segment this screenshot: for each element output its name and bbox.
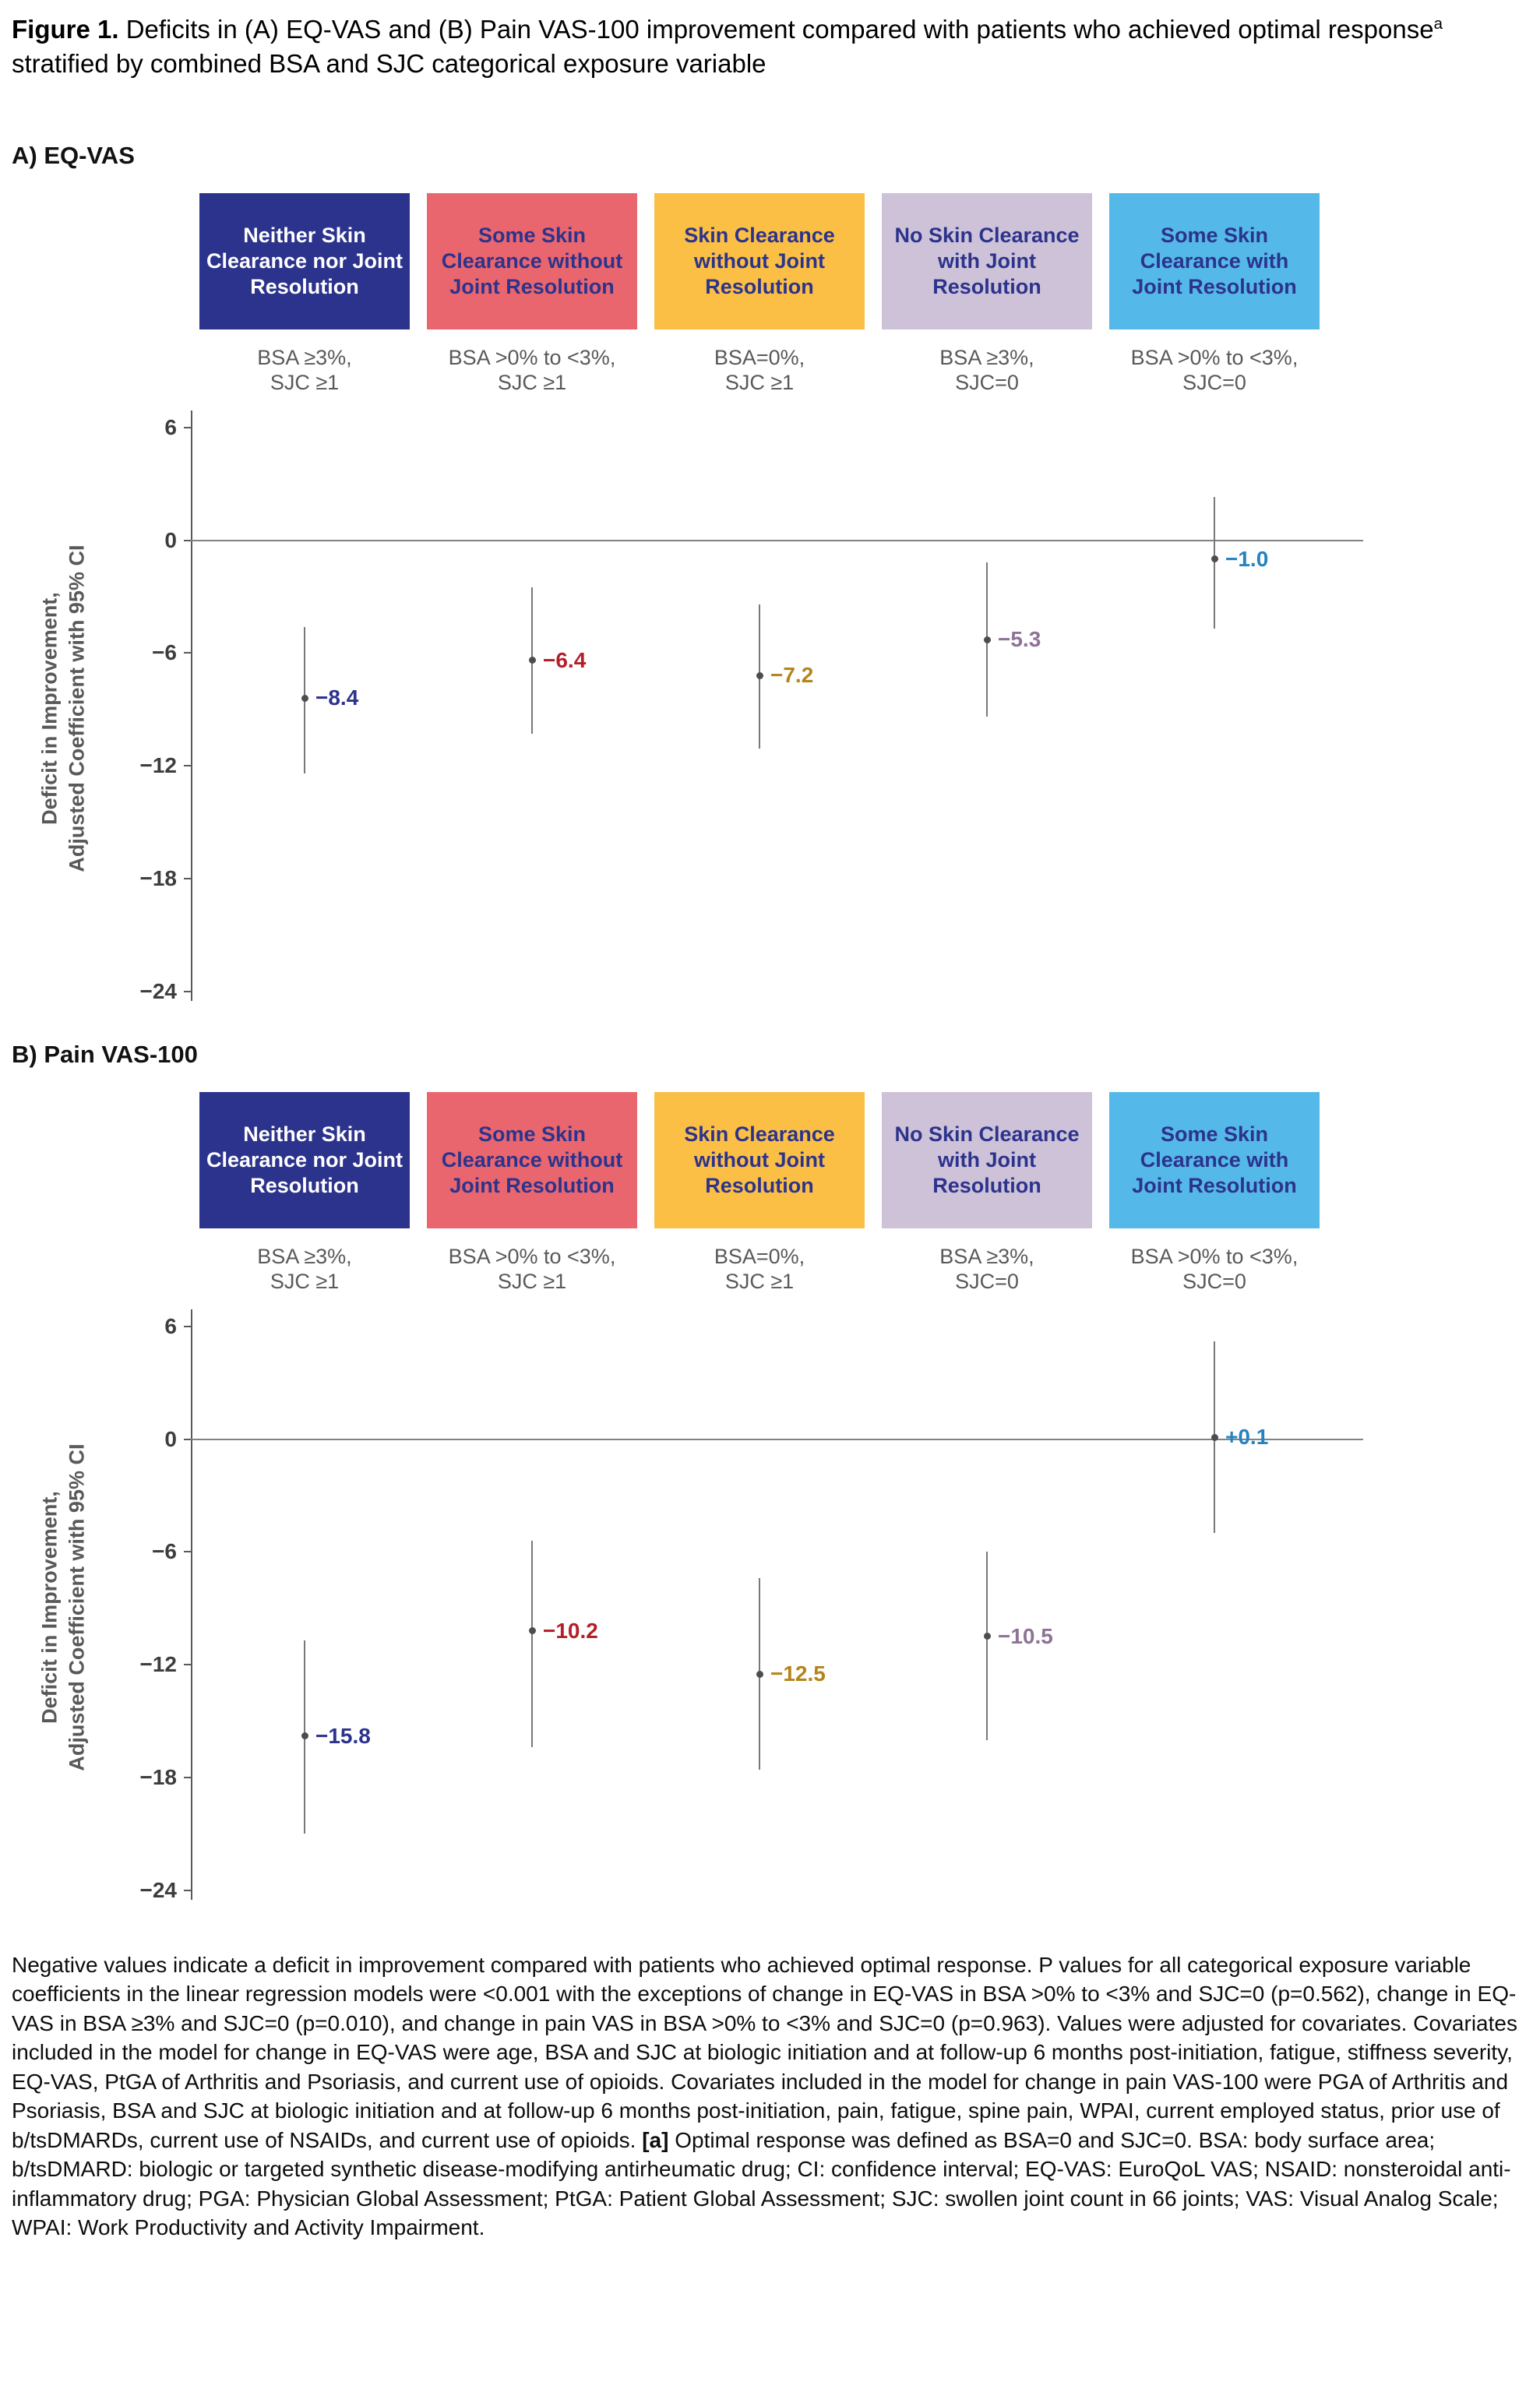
y-tick-label: 6 (164, 414, 177, 439)
y-tick-label: −6 (152, 640, 177, 665)
y-tick-mark (184, 1438, 191, 1440)
ci-bar-5 (1214, 497, 1215, 629)
point-label-2: −6.4 (543, 647, 587, 672)
category-box-3: Skin Clearance without Joint Resolution (654, 192, 865, 329)
y-axis-line (191, 1309, 192, 1900)
point-label-3: −12.5 (770, 1661, 826, 1686)
zero-baseline (191, 539, 1363, 541)
category-box-1: Neither Skin Clearance nor Joint Resolut… (199, 1091, 410, 1228)
footnote-marker: [a] (642, 2127, 669, 2152)
panel-a-chart: Neither Skin Clearance nor Joint Resolut… (12, 192, 1524, 1020)
y-tick-mark (184, 539, 191, 541)
point-dot-1 (301, 694, 308, 702)
y-tick-label: −12 (139, 1652, 178, 1677)
y-tick-mark (184, 1325, 191, 1327)
subgroup-label-1: BSA ≥3%, SJC ≥1 (257, 1244, 352, 1293)
category-box-4: No Skin Clearance with Joint Resolution (882, 1091, 1092, 1228)
point-dot-1 (301, 1732, 308, 1740)
category-box-5: Some Skin Clearance with Joint Resolutio… (1109, 1091, 1320, 1228)
y-tick-label: −24 (139, 978, 178, 1003)
y-tick-mark (184, 1664, 191, 1666)
y-tick-label: −24 (139, 1877, 178, 1902)
subgroup-label-4: BSA ≥3%, SJC=0 (939, 1244, 1034, 1293)
category-box-3: Skin Clearance without Joint Resolution (654, 1091, 865, 1228)
ci-bar-4 (986, 1552, 988, 1740)
ci-bar-2 (531, 1540, 533, 1748)
y-tick-mark (184, 1776, 191, 1778)
subgroup-label-5: BSA >0% to <3%, SJC=0 (1130, 1244, 1299, 1293)
footnote: Negative values indicate a deficit in im… (12, 1950, 1524, 2243)
point-dot-3 (756, 671, 763, 679)
y-tick-label: 6 (164, 1313, 177, 1338)
point-label-5: −1.0 (1225, 546, 1269, 571)
panel-pain-vas: B) Pain VAS-100 Neither Skin Clearance n… (12, 1041, 1524, 1919)
subgroup-label-4: BSA ≥3%, SJC=0 (939, 345, 1034, 394)
figure-caption-text: Deficits in (A) EQ-VAS and (B) Pain VAS-… (118, 15, 1434, 44)
subgroup-label-1: BSA ≥3%, SJC ≥1 (257, 345, 352, 394)
point-label-4: −10.5 (998, 1623, 1053, 1648)
y-axis-title: Deficit in Improvement, Adjusted Coeffic… (37, 1443, 88, 1771)
point-label-3: −7.2 (770, 663, 814, 688)
figure-label: Figure 1. (12, 15, 119, 44)
y-tick-label: −12 (139, 753, 178, 778)
point-label-1: −15.8 (315, 1723, 371, 1748)
y-tick-mark (184, 765, 191, 767)
y-tick-label: 0 (164, 527, 177, 552)
category-box-5: Some Skin Clearance with Joint Resolutio… (1109, 192, 1320, 329)
point-label-4: −5.3 (998, 627, 1041, 652)
subgroup-label-5: BSA >0% to <3%, SJC=0 (1130, 345, 1299, 394)
point-label-1: −8.4 (315, 685, 359, 710)
y-tick-mark (184, 990, 191, 992)
y-tick-label: −18 (139, 865, 178, 890)
panel-b-chart: Neither Skin Clearance nor Joint Resolut… (12, 1091, 1524, 1919)
figure-caption-superscript: a (1433, 15, 1443, 33)
point-dot-2 (528, 657, 536, 664)
point-dot-4 (983, 636, 991, 643)
y-tick-label: −18 (139, 1764, 178, 1789)
subgroup-label-3: BSA=0%, SJC ≥1 (714, 1244, 805, 1293)
point-dot-5 (1211, 555, 1218, 563)
point-label-5: +0.1 (1225, 1425, 1269, 1450)
figure-page: Figure 1. Deficits in (A) EQ-VAS and (B)… (12, 12, 1524, 2243)
footnote-text-1: Negative values indicate a deficit in im… (12, 1952, 1517, 2152)
point-dot-3 (756, 1670, 763, 1678)
subgroup-label-3: BSA=0%, SJC ≥1 (714, 345, 805, 394)
footnote-text-2: Optimal response was defined as BSA=0 an… (12, 2127, 1511, 2240)
y-tick-mark (184, 877, 191, 879)
figure-caption-tail: stratified by combined BSA and SJC categ… (12, 48, 766, 78)
zero-baseline (191, 1438, 1363, 1440)
y-tick-mark (184, 426, 191, 428)
category-box-2: Some Skin Clearance without Joint Resolu… (427, 192, 637, 329)
panel-b-title: B) Pain VAS-100 (12, 1040, 198, 1068)
panel-a-title: A) EQ-VAS (12, 141, 135, 169)
y-tick-mark (184, 1889, 191, 1891)
point-dot-2 (528, 1627, 536, 1635)
subgroup-label-2: BSA >0% to <3%, SJC ≥1 (448, 345, 616, 394)
y-axis-line (191, 410, 192, 1001)
y-tick-label: 0 (164, 1426, 177, 1451)
y-tick-mark (184, 652, 191, 654)
panel-eq-vas: A) EQ-VAS Neither Skin Clearance nor Joi… (12, 142, 1524, 1020)
category-box-4: No Skin Clearance with Joint Resolution (882, 192, 1092, 329)
category-box-2: Some Skin Clearance without Joint Resolu… (427, 1091, 637, 1228)
y-tick-mark (184, 1551, 191, 1553)
point-dot-4 (983, 1633, 991, 1640)
point-dot-5 (1211, 1433, 1218, 1441)
y-axis-title: Deficit in Improvement, Adjusted Coeffic… (37, 544, 88, 872)
point-label-2: −10.2 (543, 1618, 598, 1643)
figure-caption: Figure 1. Deficits in (A) EQ-VAS and (B)… (12, 12, 1524, 81)
category-box-1: Neither Skin Clearance nor Joint Resolut… (199, 192, 410, 329)
subgroup-label-2: BSA >0% to <3%, SJC ≥1 (448, 1244, 616, 1293)
y-tick-label: −6 (152, 1539, 177, 1564)
